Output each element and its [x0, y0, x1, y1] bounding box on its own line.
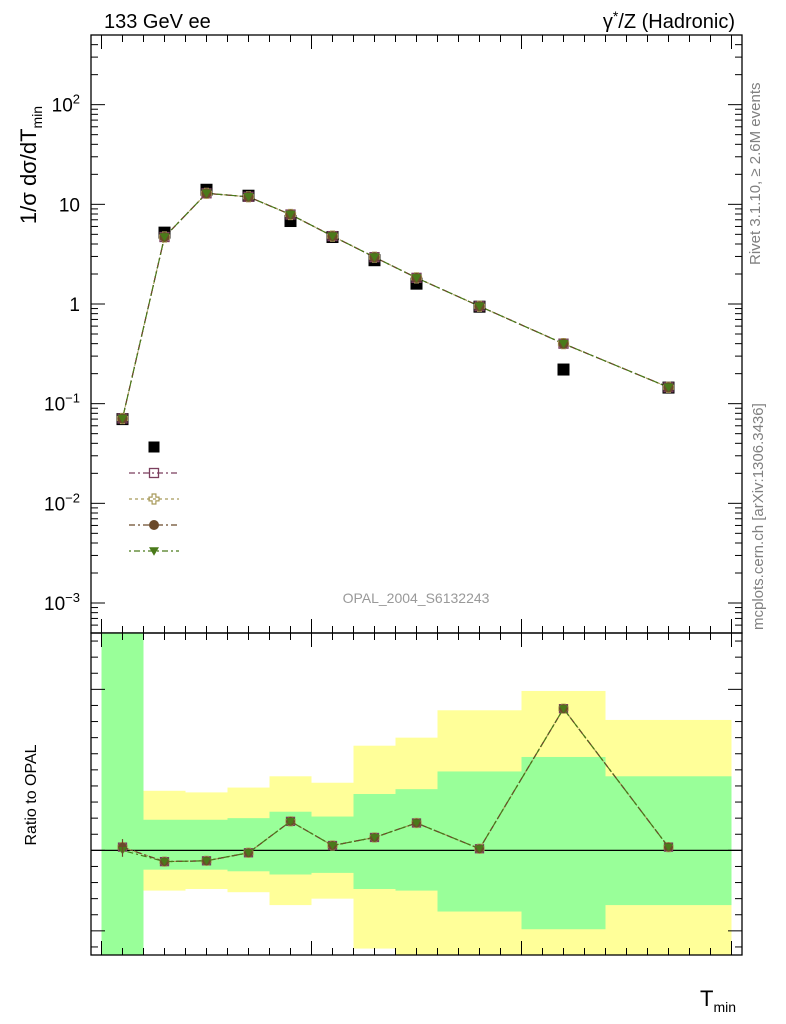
- main-ylabel: 1/σ dσ/dTmin: [16, 106, 45, 224]
- ratio-point: [664, 843, 673, 852]
- header-left: 133 GeV ee: [104, 11, 211, 33]
- legend-marker: [149, 520, 159, 530]
- header-right-rest: /Z (Hadronic): [618, 11, 735, 33]
- ratio-band-inner: [395, 789, 438, 891]
- mc-point: [243, 193, 254, 202]
- ratio-point: [202, 857, 211, 866]
- y-tick-label: 10−1: [44, 391, 80, 416]
- ratio-point: [328, 842, 337, 850]
- y-tick-label-exp: −2: [65, 490, 80, 505]
- ratio-point: [286, 817, 295, 826]
- y-tick-label: 102: [52, 92, 80, 117]
- main-ylabel-sub: min: [29, 106, 45, 129]
- y-tick-label-base: 1: [69, 295, 80, 316]
- mc-series-line: [121, 192, 669, 419]
- ratio-point: [244, 849, 253, 858]
- y-tick-label-exp: −3: [65, 590, 80, 605]
- mc-point: [117, 414, 128, 424]
- y-tick-label-base: 10: [44, 494, 65, 515]
- legend-marker: [148, 493, 160, 505]
- ratio-band-inner: [227, 818, 270, 872]
- ratio-point: [559, 705, 568, 713]
- mc-series-line: [121, 192, 669, 419]
- mc-point: [201, 189, 212, 199]
- ratio-band-inner: [521, 756, 606, 930]
- mc-series-line: [121, 192, 669, 419]
- mc-point: [663, 383, 674, 393]
- xlabel-sub: min: [713, 999, 736, 1015]
- rivet-label: Rivet 3.1.10, ≥ 2.6M events: [747, 83, 764, 266]
- y-tick-label: 1: [69, 295, 80, 316]
- y-tick-label: 10: [59, 195, 80, 216]
- mc-point: [327, 232, 338, 241]
- mc-point: [285, 210, 296, 220]
- mcplots-label: mcplots.cern.ch [arXiv:1306.3436]: [750, 403, 767, 630]
- main-frame: [90, 34, 743, 634]
- header-right-gamma: γ: [603, 11, 613, 33]
- y-tick-label-base: 10: [44, 594, 65, 615]
- y-tick-label-exp: 2: [73, 92, 80, 107]
- ratio-panel: [90, 632, 743, 956]
- ratio-point: [475, 845, 484, 854]
- mc-point: [159, 233, 170, 242]
- y-tick-label-base: 10: [44, 395, 65, 416]
- header-right: γ*/Z (Hadronic): [603, 8, 735, 33]
- data-point: [557, 363, 570, 376]
- y-tick-label: 10−2: [44, 490, 80, 515]
- ratio-point: [160, 858, 169, 866]
- y-tick-label-base: 10: [59, 195, 80, 216]
- legend-marker: [148, 467, 160, 479]
- mc-point: [474, 302, 485, 311]
- legend-marker: [148, 441, 160, 453]
- ratio-band-inner: [101, 633, 144, 955]
- mc-point: [558, 339, 569, 349]
- ratio-band-inner: [437, 771, 522, 912]
- ratio-band-inner: [605, 776, 732, 906]
- legend-marker: [149, 547, 159, 556]
- xlabel-text: T: [700, 986, 713, 1011]
- ratio-ylabel: Ratio to OPAL: [23, 744, 40, 845]
- mc-series-line: [121, 192, 669, 419]
- header-right-star: *: [613, 8, 619, 24]
- main-ylabel-text: 1/σ dσ/dT: [16, 128, 41, 224]
- mc-point: [369, 253, 380, 262]
- ratio-point: [370, 834, 379, 842]
- analysis-id: OPAL_2004_S6132243: [343, 590, 490, 606]
- xlabel: Tmin: [700, 986, 736, 1015]
- y-tick-label: 10−3: [44, 590, 80, 615]
- mc-point: [411, 274, 422, 283]
- y-tick-label-base: 10: [52, 96, 73, 117]
- ratio-point: [412, 819, 421, 828]
- y-tick-label-exp: −1: [65, 391, 80, 406]
